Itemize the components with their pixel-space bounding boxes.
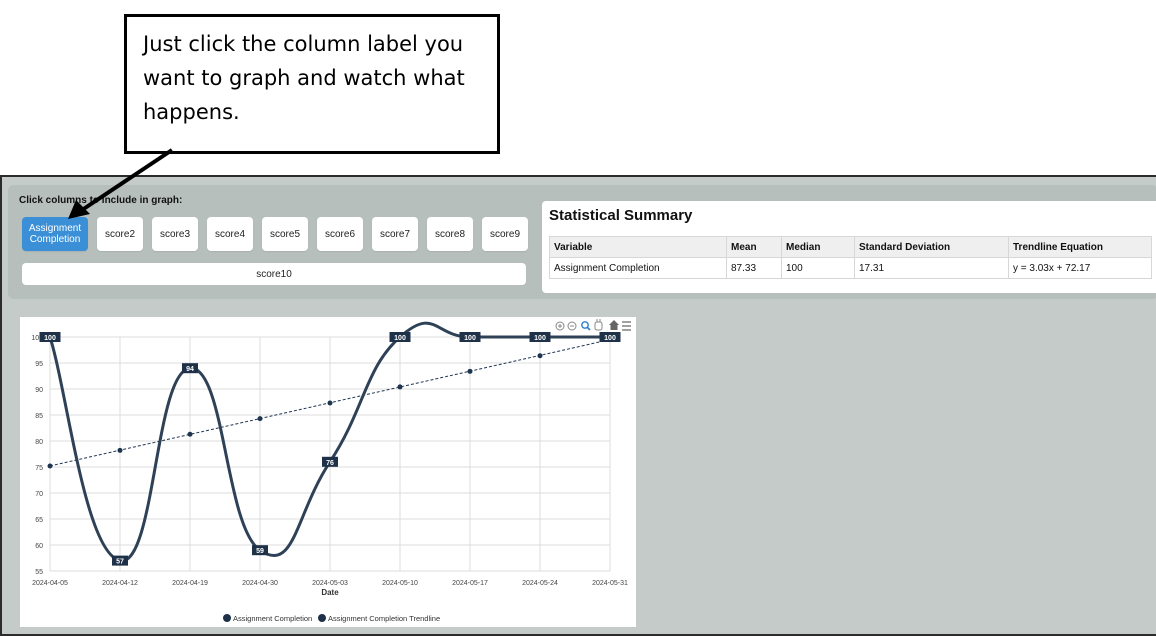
chart-card: 55 60 65 70 75 80 85 90 95 100 2024-04-05 2024-04-… xyxy=(20,317,636,627)
data-label[interactable]: 100 xyxy=(459,332,481,342)
columns-panel: Click columns to include in graph: Assig… xyxy=(8,185,1156,299)
y-tick-label: 80 xyxy=(35,439,43,446)
data-label-box xyxy=(599,332,621,342)
app-window: Click columns to include in graph: Assig… xyxy=(0,175,1156,636)
data-label[interactable]: 76 xyxy=(322,456,338,467)
cell-mean: 87.33 xyxy=(726,257,782,279)
zoom-out-icon[interactable] xyxy=(567,321,577,331)
data-label[interactable]: 57 xyxy=(112,555,128,566)
column-button-score4[interactable]: score4 xyxy=(207,217,253,251)
data-label-text: 100 xyxy=(604,335,616,342)
cell-trendline-equation: y = 3.03x + 72.17 xyxy=(1008,257,1152,279)
trendline-point[interactable] xyxy=(47,463,53,469)
legend-label: Assignment Completion xyxy=(233,614,312,623)
data-label-text: 76 xyxy=(326,460,334,467)
data-label-text: 100 xyxy=(44,335,56,342)
data-label-box xyxy=(112,555,128,566)
y-tick-label: 65 xyxy=(35,517,43,524)
column-button-score3[interactable]: score3 xyxy=(152,217,198,251)
trendline-point[interactable] xyxy=(187,431,193,437)
trendline-point[interactable] xyxy=(117,447,123,453)
data-label-box xyxy=(459,332,481,342)
column-button-assignment-completion[interactable]: Assignment Completion xyxy=(22,217,88,251)
y-tick-label: 95 xyxy=(35,361,43,368)
statistical-summary-table: Variable Mean Median Standard Deviation … xyxy=(549,236,1152,279)
x-tick-label: 2024-05-24 xyxy=(522,580,558,587)
data-label-box xyxy=(529,332,551,342)
statistical-summary-title: Statistical Summary xyxy=(549,207,693,224)
header-median: Median xyxy=(781,236,855,258)
statistical-summary-panel: Statistical Summary Variable Mean Median… xyxy=(542,201,1156,293)
trendline-point[interactable] xyxy=(257,416,263,422)
header-variable: Variable xyxy=(549,236,727,258)
x-tick-label: 2024-04-19 xyxy=(172,580,208,587)
trendline-point[interactable] xyxy=(467,368,473,374)
x-tick-label: 2024-05-17 xyxy=(452,580,488,587)
data-label-box xyxy=(252,545,268,556)
data-label[interactable]: 100 xyxy=(529,332,551,342)
x-tick-label: 2024-04-05 xyxy=(32,580,68,587)
x-axis-title: Date xyxy=(321,588,339,597)
y-tick-label: 70 xyxy=(35,491,43,498)
column-button-score8[interactable]: score8 xyxy=(427,217,473,251)
magnifier-icon[interactable] xyxy=(581,321,591,331)
zoom-in-icon[interactable] xyxy=(555,321,565,331)
table-row: Assignment Completion 87.33 100 17.31 y … xyxy=(549,257,1152,279)
legend-item-assignment-completion[interactable]: Assignment Completion xyxy=(223,614,312,623)
column-button-score2[interactable]: score2 xyxy=(97,217,143,251)
cell-variable: Assignment Completion xyxy=(549,257,727,279)
trendline-point[interactable] xyxy=(397,384,403,390)
data-label[interactable]: 59 xyxy=(252,545,268,556)
cell-median: 100 xyxy=(781,257,855,279)
legend-label: Assignment Completion Trendline xyxy=(328,614,440,623)
y-tick-label: 60 xyxy=(35,543,43,550)
data-label-text: 94 xyxy=(186,366,194,373)
column-button-score5[interactable]: score5 xyxy=(262,217,308,251)
x-tick-label: 2024-04-12 xyxy=(102,580,138,587)
pan-icon[interactable] xyxy=(594,319,603,331)
column-button-score10[interactable]: score10 xyxy=(22,263,526,285)
data-label[interactable]: 100 xyxy=(599,332,621,342)
column-button-score6[interactable]: score6 xyxy=(317,217,363,251)
x-tick-label: 2024-05-03 xyxy=(312,580,348,587)
data-label-box xyxy=(39,332,61,342)
header-trendline-equation: Trendline Equation xyxy=(1008,236,1152,258)
data-label-text: 100 xyxy=(394,335,406,342)
data-label[interactable]: 100 xyxy=(39,332,61,342)
legend-item-trendline[interactable]: Assignment Completion Trendline xyxy=(318,614,440,623)
table-header-row: Variable Mean Median Standard Deviation … xyxy=(549,236,1152,258)
home-icon[interactable] xyxy=(609,320,619,330)
callout-text: Just click the column label you want to … xyxy=(143,32,465,124)
y-tick-label: 75 xyxy=(35,465,43,472)
chart-legend: Assignment Completion Assignment Complet… xyxy=(223,614,440,623)
column-button-score7[interactable]: score7 xyxy=(372,217,418,251)
x-tick-label: 2024-05-10 xyxy=(382,580,418,587)
header-standard-deviation: Standard Deviation xyxy=(854,236,1009,258)
data-label-text: 57 xyxy=(116,559,124,566)
trendline-point[interactable] xyxy=(537,353,543,359)
line-chart: 55 60 65 70 75 80 85 90 95 100 2024-04-05 2024-04-… xyxy=(31,319,631,623)
y-tick-label: 55 xyxy=(35,569,43,576)
trendline-point[interactable] xyxy=(327,400,333,406)
y-tick-label: 100 xyxy=(31,335,43,342)
data-label-box xyxy=(322,456,338,467)
x-tick-label: 2024-05-31 xyxy=(592,580,628,587)
x-tick-label: 2024-04-30 xyxy=(242,580,278,587)
data-label-box xyxy=(182,363,198,374)
y-tick-label: 90 xyxy=(35,387,43,394)
y-tick-label: 85 xyxy=(35,413,43,420)
data-label[interactable]: 94 xyxy=(182,363,198,374)
menu-icon[interactable] xyxy=(622,321,631,331)
data-label-text: 100 xyxy=(534,335,546,342)
header-mean: Mean xyxy=(726,236,782,258)
cell-standard-deviation: 17.31 xyxy=(854,257,1009,279)
column-button-score9[interactable]: score9 xyxy=(482,217,528,251)
columns-panel-title: Click columns to include in graph: xyxy=(19,195,183,206)
data-label-text: 100 xyxy=(464,335,476,342)
data-label[interactable]: 100 xyxy=(389,332,411,342)
data-label-box xyxy=(389,332,411,342)
data-label-text: 59 xyxy=(256,548,264,555)
instruction-callout: Just click the column label you want to … xyxy=(124,14,500,154)
